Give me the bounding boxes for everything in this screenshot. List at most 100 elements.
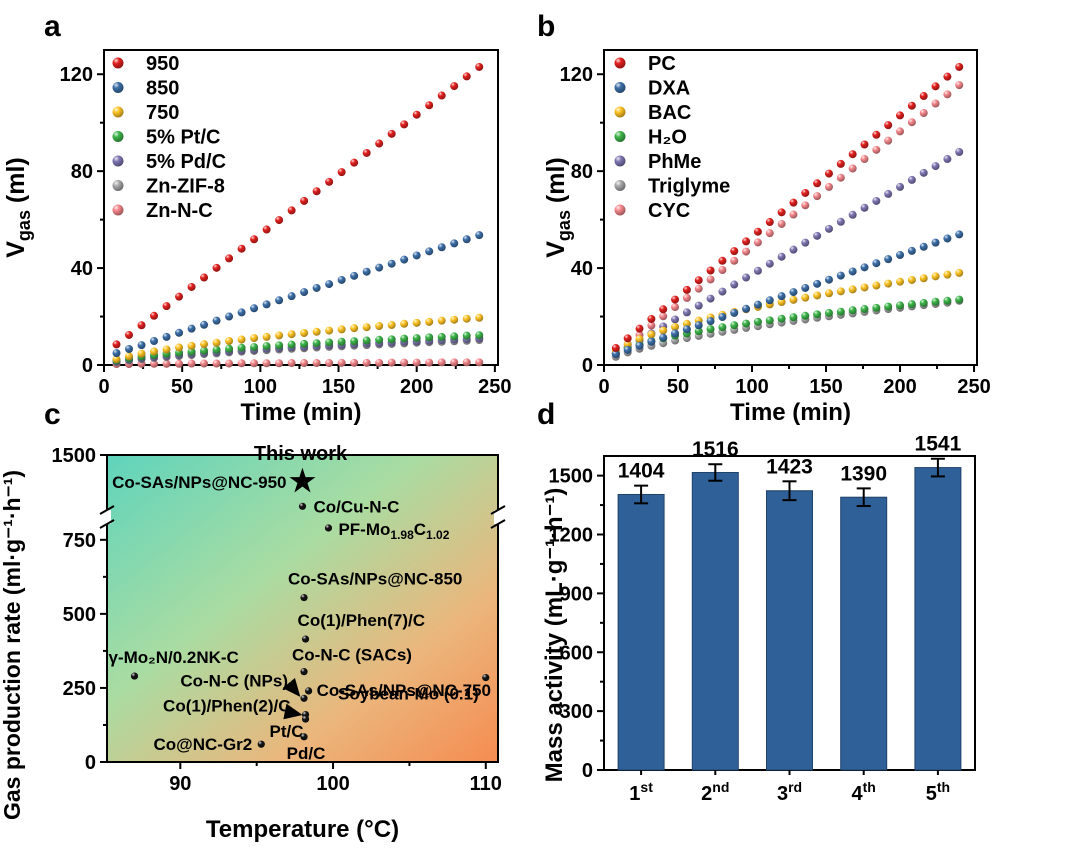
- svg-text:PC: PC: [648, 53, 676, 75]
- series-dxa: [611, 230, 964, 359]
- bar-3: 1423 3rd: [766, 455, 813, 805]
- y-axis-top: 1500: [52, 445, 107, 467]
- legend-item-750: 750: [112, 102, 179, 124]
- svg-text:Co@NC-Gr2: Co@NC-Gr2: [154, 735, 253, 754]
- bar-4: 1390 4th: [840, 462, 888, 805]
- point-co-cu-n-c: Co/Cu-N-C: [298, 497, 399, 516]
- svg-text:80: 80: [71, 161, 93, 183]
- y-axis-label: Vgas (ml): [542, 157, 574, 258]
- series-950: [112, 62, 484, 349]
- legend-item-5-pt-c: 5% Pt/C: [112, 127, 220, 149]
- svg-text:Co-SAs/NPs@NC-950: Co-SAs/NPs@NC-950: [112, 473, 286, 492]
- svg-text:600: 600: [560, 642, 593, 664]
- svg-text:Co(1)/Phen(2)/C: Co(1)/Phen(2)/C: [163, 697, 291, 716]
- y-axis: 0 40 80 120: [60, 64, 104, 377]
- svg-text:PF-Mo1.98C1.02: PF-Mo1.98C1.02: [338, 520, 449, 542]
- svg-text:100: 100: [316, 773, 349, 795]
- svg-text:Zn-ZIF-8: Zn-ZIF-8: [146, 176, 225, 198]
- point-pt-c: Pt/C: [270, 715, 310, 741]
- x-axis-label: Temperature (°C): [206, 816, 399, 843]
- y-axis-label: Mass activity (mL·g⁻¹·h⁻¹): [541, 488, 568, 783]
- category-label: 4th: [852, 779, 876, 805]
- svg-text:CYC: CYC: [648, 200, 690, 222]
- svg-text:Pd/C: Pd/C: [287, 744, 326, 763]
- series-pc: [611, 62, 964, 353]
- svg-text:50: 50: [667, 376, 689, 398]
- y-axis: 0 300 600 900 1200 1500: [549, 466, 604, 782]
- svg-text:120: 120: [60, 64, 93, 86]
- svg-text:BAC: BAC: [648, 102, 691, 124]
- svg-text:50: 50: [171, 376, 193, 398]
- point-co-sas-nps-nc-750: Co-SAs/NPs@NC-750: [305, 681, 491, 700]
- legend-item-cyc: CYC: [614, 200, 690, 222]
- svg-text:250: 250: [63, 678, 96, 700]
- svg-text:200: 200: [883, 376, 916, 398]
- svg-text:0: 0: [85, 752, 96, 774]
- bar-1: 1404 1st: [617, 460, 665, 805]
- panel-c-chart: 90 100 110 0 250 500 750 1500 Temperature (°C) Ga…: [0, 443, 506, 843]
- bar-value-label: 1541: [915, 433, 962, 456]
- svg-text:5% Pt/C: 5% Pt/C: [146, 127, 220, 149]
- y-axis: 0 40 80 120: [560, 64, 604, 377]
- x-axis-label: Time (min): [730, 399, 851, 426]
- svg-text:DXA: DXA: [648, 78, 690, 100]
- svg-text:850: 850: [146, 78, 179, 100]
- svg-text:250: 250: [478, 376, 511, 398]
- point-pd-c: Pd/C: [287, 733, 326, 763]
- legend-item-h-o: H₂O: [614, 127, 687, 149]
- y-axis: 0 250 500 750: [63, 530, 107, 774]
- svg-text:250: 250: [957, 376, 990, 398]
- category-label: 1st: [629, 779, 653, 805]
- svg-text:1500: 1500: [549, 466, 594, 488]
- svg-text:0: 0: [582, 355, 593, 377]
- star-icon: ★: [289, 465, 316, 498]
- x-axis: 0 50 100 150 200 250: [98, 365, 512, 398]
- legend-item-bac: BAC: [614, 102, 691, 124]
- svg-text:Co-SAs/NPs@NC-750: Co-SAs/NPs@NC-750: [317, 681, 491, 700]
- svg-text:500: 500: [63, 604, 96, 626]
- category-label: 5th: [926, 779, 950, 805]
- legend-item-dxa: DXA: [614, 78, 690, 100]
- svg-text:H₂O: H₂O: [648, 127, 687, 149]
- svg-text:Co(1)/Phen(7)/C: Co(1)/Phen(7)/C: [298, 611, 426, 630]
- svg-text:0: 0: [582, 760, 593, 782]
- svg-text:750: 750: [146, 102, 179, 124]
- point-co-1-phen-2-c: Co(1)/Phen(2)/C: [163, 697, 310, 720]
- this-work-annotation: This work: [254, 443, 348, 465]
- svg-text:40: 40: [571, 258, 593, 280]
- series-zn-n-c: [112, 358, 484, 369]
- bar-value-label: 1390: [840, 462, 887, 485]
- svg-text:100: 100: [735, 376, 768, 398]
- point-mo-n-0-2nk-c: γ-Mo₂N/0.2NK-C: [108, 648, 239, 680]
- category-label: 2nd: [701, 779, 729, 805]
- legend-item-5-pd-c: 5% Pd/C: [112, 151, 226, 173]
- svg-text:1200: 1200: [549, 525, 594, 547]
- x-axis: 0 50 100 150 200 250: [598, 365, 991, 398]
- svg-text:0: 0: [98, 376, 109, 398]
- svg-text:120: 120: [560, 64, 593, 86]
- svg-text:150: 150: [809, 376, 842, 398]
- svg-text:Pt/C: Pt/C: [270, 722, 304, 741]
- svg-text:γ-Mo₂N/0.2NK-C: γ-Mo₂N/0.2NK-C: [108, 648, 238, 667]
- svg-text:1500: 1500: [52, 445, 97, 467]
- svg-text:100: 100: [244, 376, 277, 398]
- bar-value-label: 1423: [766, 455, 813, 478]
- bar-value-label: 1404: [618, 460, 665, 483]
- bar-5: 1541 5th: [914, 433, 962, 805]
- axis-break-icon: [99, 505, 115, 529]
- panel-letter-b: b: [537, 10, 556, 43]
- svg-text:Co-SAs/NPs@NC-850: Co-SAs/NPs@NC-850: [288, 570, 462, 589]
- svg-text:Co-N-C (SACs): Co-N-C (SACs): [292, 646, 412, 665]
- legend-item-850: 850: [112, 78, 179, 100]
- bar-value-label: 1516: [692, 438, 739, 461]
- axis-break-icon: [490, 505, 506, 529]
- y-axis-label: Vgas (ml): [2, 157, 34, 258]
- svg-text:Co-N-C (NPs): Co-N-C (NPs): [180, 671, 288, 690]
- panel-letter-a: a: [44, 10, 61, 43]
- svg-text:900: 900: [560, 583, 593, 605]
- legend-item-950: 950: [112, 53, 179, 75]
- svg-text:0: 0: [82, 355, 93, 377]
- point-co-sas-nps-nc-950: ★This work Co-SAs/NPs@NC-950: [112, 443, 348, 498]
